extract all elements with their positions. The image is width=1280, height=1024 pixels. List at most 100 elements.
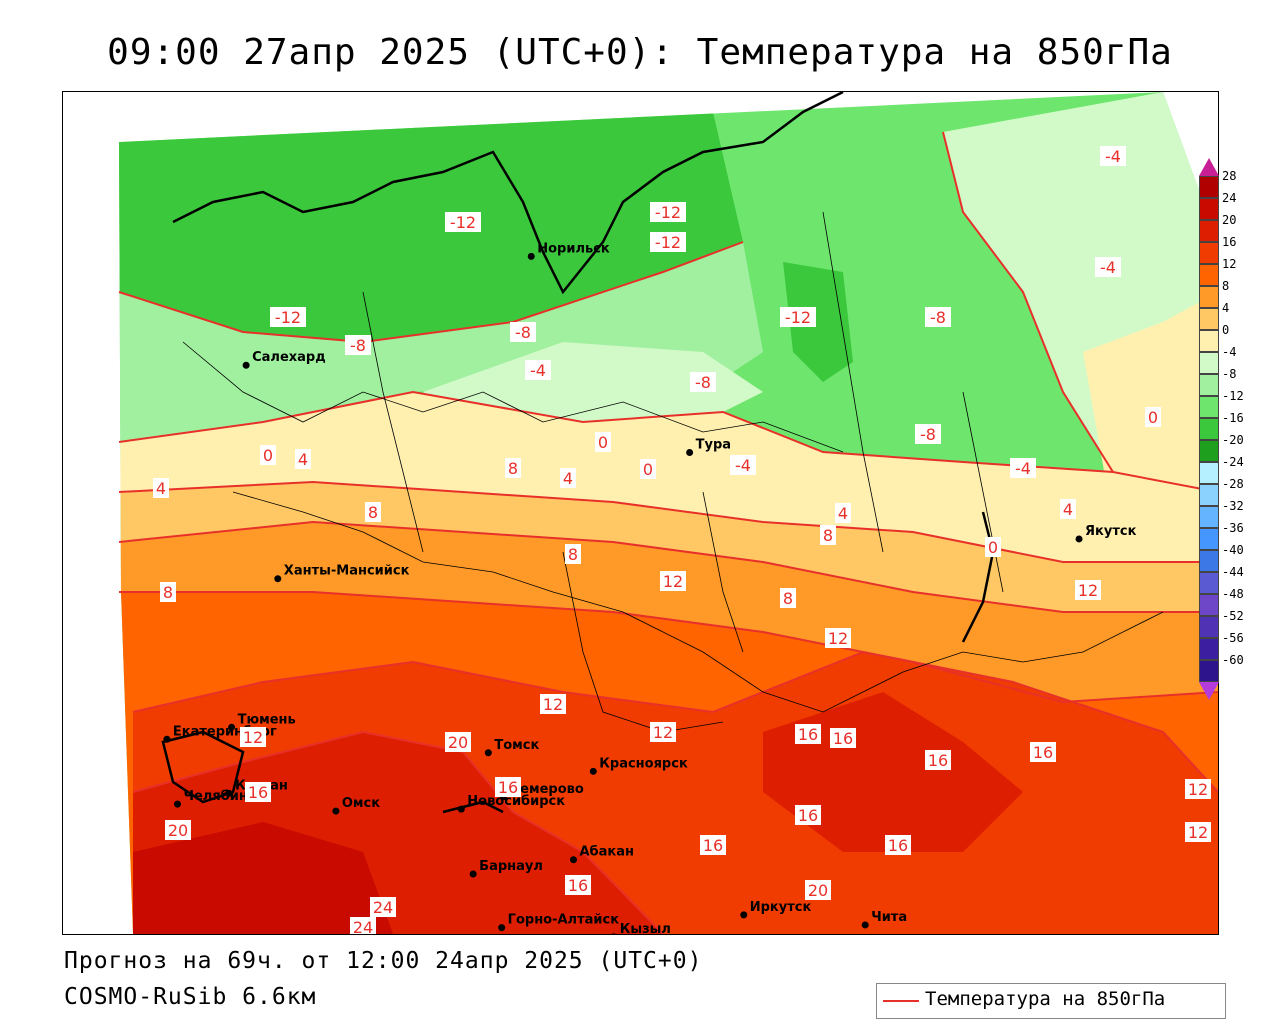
contour-label: 12 — [1188, 780, 1208, 799]
colorbar-segment — [1199, 462, 1219, 484]
contour-label: -12 — [275, 308, 301, 327]
contour-label-bg — [820, 525, 836, 545]
contour-label-bg — [915, 424, 941, 444]
colorbar-segment — [1199, 594, 1219, 616]
contour-labels-layer: -12 -12 -12 -12 -12 -8 -8 -8 -8 -8 -4 -4 -4 -4 -4 0 0 0 0 0… — [153, 146, 1211, 934]
colorbar-tick-label: 0 — [1222, 323, 1230, 337]
contour-label: 20 — [808, 881, 828, 900]
contour-label-bg — [160, 582, 176, 602]
colorbar-tick-label: -28 — [1222, 477, 1244, 491]
contour-label-bg — [270, 307, 306, 327]
city-marker — [1075, 535, 1083, 543]
colorbar-segment — [1199, 220, 1219, 242]
contour-label: 4 — [1063, 500, 1073, 519]
contour-label: 20 — [448, 733, 468, 752]
contour-label-bg — [925, 307, 951, 327]
contour-label: 0 — [1148, 408, 1158, 427]
colorbar-tick-label: -48 — [1222, 587, 1244, 601]
contour-label: 16 — [833, 729, 853, 748]
contour-label: 12 — [243, 728, 263, 747]
contour-label-bg — [565, 875, 591, 895]
city-marker — [332, 807, 340, 815]
contour-label: 0 — [598, 433, 608, 452]
colorbar-tick-label: 8 — [1222, 279, 1230, 293]
city-label: Чита — [871, 910, 907, 925]
contour-label-bg — [495, 777, 521, 797]
colorbar-tick-label: -60 — [1222, 653, 1244, 667]
contour-label: 12 — [653, 723, 673, 742]
city-label: Красноярск — [599, 756, 688, 771]
contour-label: 24 — [353, 918, 373, 934]
balkhash-lake — [442, 800, 504, 814]
contour-label-bg — [650, 722, 676, 742]
colorbar-segment — [1199, 396, 1219, 418]
contour-label-bg — [445, 212, 481, 232]
colorbar-tick-label: -12 — [1222, 389, 1244, 403]
colorbar-segment — [1199, 330, 1219, 352]
contour-label-bg — [1185, 779, 1211, 799]
city-marker — [484, 749, 492, 757]
coastline — [161, 92, 995, 814]
colorbar-segment — [1199, 660, 1219, 682]
map-canvas: Норильск Якутск Салехард Тура Ханты-Мансийск… — [118, 92, 1218, 934]
contour-label: 4 — [563, 469, 573, 488]
colorbar-segment — [1199, 638, 1219, 660]
colorbar-tick-label: -20 — [1222, 433, 1244, 447]
contour-label-bg — [925, 750, 951, 770]
colorbar-tick-label: 12 — [1222, 257, 1237, 271]
city-marker — [498, 924, 506, 932]
contour-label: 8 — [163, 583, 173, 602]
city-marker — [611, 933, 616, 934]
colorbar-segment — [1199, 484, 1219, 506]
contour-label: 4 — [838, 504, 848, 523]
contour-label: -8 — [515, 323, 531, 342]
contour-label: -4 — [1100, 258, 1116, 277]
city-label: Норильск — [537, 241, 610, 256]
contour-label-bg — [245, 782, 271, 802]
colorbar-tick-label: -56 — [1222, 631, 1244, 645]
band-minus4-north — [423, 342, 763, 422]
city-label: Челябинск — [183, 789, 264, 804]
contour-label-bg — [345, 335, 371, 355]
contour-label-bg — [560, 468, 576, 488]
contour-label-bg — [795, 805, 821, 825]
contour-label: -8 — [695, 373, 711, 392]
contour-label: 0 — [988, 538, 998, 557]
contour-label: 16 — [703, 836, 723, 855]
contour-label: 8 — [823, 526, 833, 545]
band-minus12-tura — [783, 262, 853, 382]
colorbar-tick-label: 20 — [1222, 213, 1237, 227]
contour-label-bg — [445, 732, 471, 752]
city-marker — [569, 856, 577, 864]
contour-label: 16 — [568, 876, 588, 895]
contour-label-bg — [165, 820, 191, 840]
contour-label-bg — [780, 307, 816, 327]
contour-label-bg — [295, 449, 311, 469]
band-8 — [119, 522, 1218, 702]
contour-label: -12 — [655, 203, 681, 222]
colorbar-tick-label: 16 — [1222, 235, 1237, 249]
contour-label: 12 — [828, 629, 848, 648]
contour-label-bg — [660, 571, 686, 591]
contour-label-bg — [640, 459, 656, 479]
contour-label: -4 — [1105, 147, 1121, 166]
contour-label: 20 — [168, 821, 188, 840]
colorbar-tick-label: -40 — [1222, 543, 1244, 557]
city-marker — [228, 723, 236, 731]
contour-label: 8 — [568, 545, 578, 564]
contour-label: 16 — [498, 778, 518, 797]
colorbar-tick-label: -32 — [1222, 499, 1244, 513]
contour-label: 12 — [1078, 581, 1098, 600]
colorbar-tick-label: -24 — [1222, 455, 1244, 469]
temperature-map[interactable]: Норильск Якутск Салехард Тура Ханты-Мансийск… — [62, 91, 1219, 935]
contour-label: 16 — [1033, 743, 1053, 762]
colorbar-tick-label: -4 — [1222, 345, 1237, 359]
contour-label-bg — [830, 728, 856, 748]
legend-label: Температура на 850гПа — [925, 988, 1166, 1010]
contour-label-bg — [1075, 580, 1101, 600]
contour-label-bg — [510, 322, 536, 342]
forecast-line: Прогноз на 69ч. от 12:00 24апр 2025 (UTC… — [64, 948, 703, 974]
city-label: Барнаул — [479, 859, 543, 874]
colorbar-segment — [1199, 506, 1219, 528]
contour-label-bg — [805, 880, 831, 900]
